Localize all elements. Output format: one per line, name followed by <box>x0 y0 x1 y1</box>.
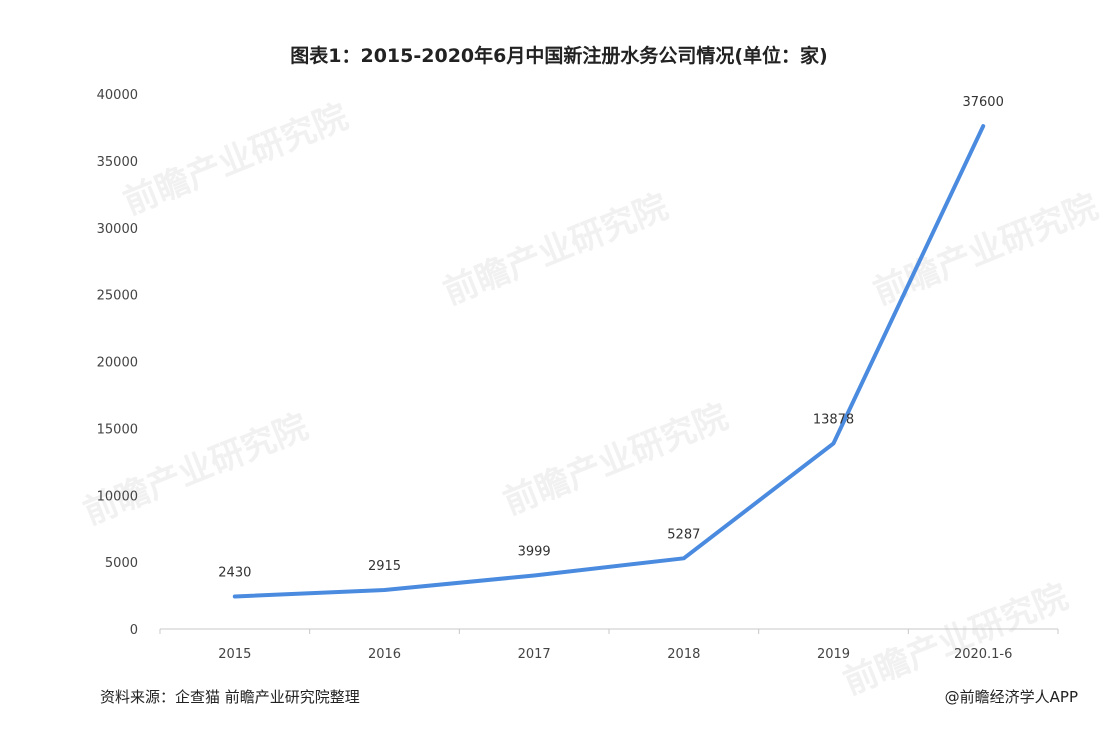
y-tick-label: 15000 <box>97 422 138 437</box>
x-tick-label: 2018 <box>667 647 700 662</box>
series-line <box>232 124 986 599</box>
watermark-text: 前瞻产业研究院 <box>438 187 674 313</box>
data-labels: 2430 2915 3999 5287 13878 37600 <box>218 95 1004 580</box>
data-label: 37600 <box>962 95 1003 110</box>
data-label: 3999 <box>518 545 551 560</box>
y-tick-label: 20000 <box>97 356 138 371</box>
y-tick-label: 5000 <box>105 556 138 571</box>
x-tick-label: 2015 <box>218 647 251 662</box>
data-label: 13878 <box>813 412 854 427</box>
x-axis: 2015 2016 2017 2018 2019 2020.1-6 <box>159 629 1059 662</box>
data-label: 5287 <box>667 527 700 542</box>
y-tick-label: 10000 <box>97 489 138 504</box>
x-tick-label: 2017 <box>518 647 551 662</box>
data-label: 2430 <box>218 565 251 580</box>
credit-note: @前瞻经济学人APP <box>944 688 1078 706</box>
x-tick-label: 2016 <box>368 647 401 662</box>
watermark-text: 前瞻产业研究院 <box>838 577 1074 703</box>
y-tick-label: 25000 <box>97 289 138 304</box>
x-tick-label: 2019 <box>817 647 850 662</box>
watermark-text: 前瞻产业研究院 <box>118 97 354 223</box>
y-tick-label: 35000 <box>97 155 138 170</box>
y-tick-label: 40000 <box>97 88 138 103</box>
source-note: 资料来源：企查猫 前瞻产业研究院整理 <box>100 688 360 706</box>
x-tick-label: 2020.1-6 <box>954 647 1012 662</box>
y-axis: 0 5000 10000 15000 20000 25000 30000 35000 40000 <box>97 88 138 638</box>
y-tick-label: 0 <box>130 623 138 638</box>
data-label: 2915 <box>368 559 401 574</box>
y-tick-label: 30000 <box>97 222 138 237</box>
chart-title: 图表1：2015-2020年6月中国新注册水务公司情况(单位：家) <box>290 44 827 67</box>
watermark-text: 前瞻产业研究院 <box>498 397 734 523</box>
